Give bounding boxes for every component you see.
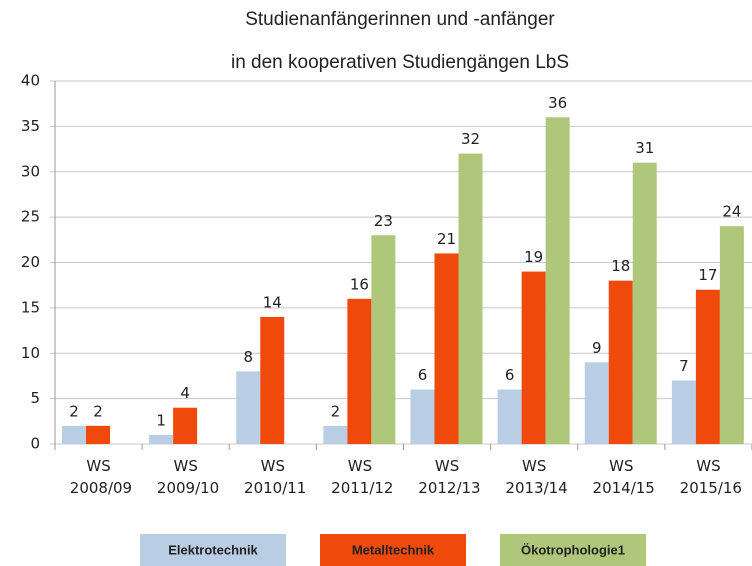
data-label: 8 [243,348,253,366]
bar [434,253,459,444]
bar [671,380,696,444]
legend-label: Elektrotechnik [168,542,258,557]
data-label: 31 [635,139,654,157]
data-label: 21 [437,230,456,248]
data-label: 7 [679,357,689,375]
y-tick-label: 20 [21,253,40,271]
data-label: 2 [93,402,103,420]
chart-title: Studienanfängerinnen und -anfänger [245,9,555,30]
y-tick-label: 5 [30,389,40,407]
data-label: 16 [350,275,369,293]
data-label: 6 [505,366,515,384]
bar [458,153,483,444]
legend-label: Metalltechnik [352,542,435,557]
x-tick-label: WS 2008/09 [65,457,132,497]
bar [86,425,110,444]
bar [173,407,198,444]
bar [497,389,522,444]
x-tick-label: WS 2009/10 [152,457,219,497]
y-tick-label: 35 [21,117,40,135]
bar [521,271,546,444]
bar [632,162,657,445]
bar [719,226,744,444]
bar [323,425,348,444]
bar [62,425,86,444]
y-tick-label: 40 [21,72,40,90]
bar [545,117,570,445]
y-tick-label: 10 [21,344,40,362]
x-tick-label: WS 2013/14 [501,457,568,497]
data-label: 1 [156,411,166,429]
x-tick-label: WS 2010/11 [239,457,306,497]
bar [410,389,435,444]
x-tick-label: WS 2011/12 [326,457,393,497]
data-label: 2 [331,402,341,420]
data-label: 24 [722,203,741,221]
data-label: 17 [698,266,717,284]
bar [371,235,396,444]
bar [149,434,174,444]
data-label: 32 [461,130,480,148]
data-label: 6 [418,366,428,384]
x-tick-label: WS 2015/16 [675,457,742,497]
data-label: 18 [611,257,630,275]
bar [695,289,720,444]
bar [347,298,372,444]
data-label: 19 [524,248,543,266]
data-label: 2 [69,402,79,420]
legend-label: Ökotrophologie1 [521,542,625,557]
bar [608,280,633,444]
x-tick-label: WS 2012/13 [414,457,481,497]
y-tick-label: 30 [21,162,40,180]
y-tick-label: 15 [21,298,40,316]
y-tick-label: 0 [30,435,40,453]
x-tick-label: WS 2014/15 [588,457,655,497]
y-tick-label: 25 [21,208,40,226]
legend-swatch [500,534,646,566]
chart-title: in den kooperativen Studiengängen LbS [231,52,569,73]
legend-swatch [140,534,286,566]
data-label: 4 [180,384,190,402]
bar [584,362,609,444]
data-label: 23 [374,212,393,230]
data-label: 14 [263,293,282,311]
legend-swatch [320,534,466,566]
bar [260,316,285,444]
data-label: 36 [548,94,567,112]
bar [236,371,261,444]
data-label: 9 [592,339,602,357]
